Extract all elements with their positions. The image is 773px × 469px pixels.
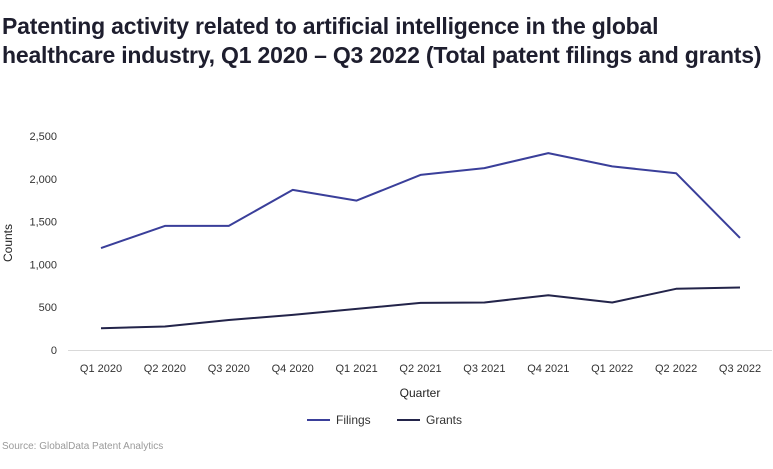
series-line-filings — [100, 152, 741, 250]
x-tick-label: Q1 2022 — [591, 363, 633, 375]
y-tick-label: 500 — [39, 302, 57, 314]
x-axis: Q1 2020 Q2 2020 Q3 2020 Q4 2020 Q1 2021 Q2 20… — [80, 363, 761, 375]
y-tick-label: 1,000 — [29, 259, 57, 271]
x-tick-label: Q2 2022 — [655, 363, 697, 375]
chart-title: Patenting activity related to artificial… — [2, 13, 762, 68]
x-tick-label: Q4 2020 — [272, 363, 314, 375]
series-line-grants — [100, 286, 741, 330]
legend-label-filings: Filings — [336, 413, 371, 427]
x-tick-label: Q4 2021 — [527, 363, 569, 375]
x-tick-label: Q3 2020 — [208, 363, 250, 375]
y-tick-label: 2,500 — [29, 131, 57, 143]
x-tick-label: Q2 2020 — [144, 363, 186, 375]
x-tick-label: Q1 2021 — [335, 363, 377, 375]
x-tick-label: Q2 2021 — [399, 363, 441, 375]
x-tick-label: Q3 2022 — [719, 363, 761, 375]
y-tick-label: 0 — [51, 345, 57, 357]
y-axis-title: Counts — [1, 224, 15, 262]
x-tick-label: Q1 2020 — [80, 363, 122, 375]
legend: Filings Grants — [307, 413, 462, 427]
y-axis: 0 500 1,000 1,500 2,000 2,500 — [29, 131, 57, 357]
series-lines — [100, 152, 741, 330]
source-note: Source: GlobalData Patent Analytics — [2, 441, 164, 452]
y-tick-label: 1,500 — [29, 217, 57, 229]
x-tick-label: Q3 2021 — [463, 363, 505, 375]
legend-label-grants: Grants — [426, 413, 462, 427]
y-tick-label: 2,000 — [29, 174, 57, 186]
x-axis-title: Quarter — [400, 386, 441, 400]
